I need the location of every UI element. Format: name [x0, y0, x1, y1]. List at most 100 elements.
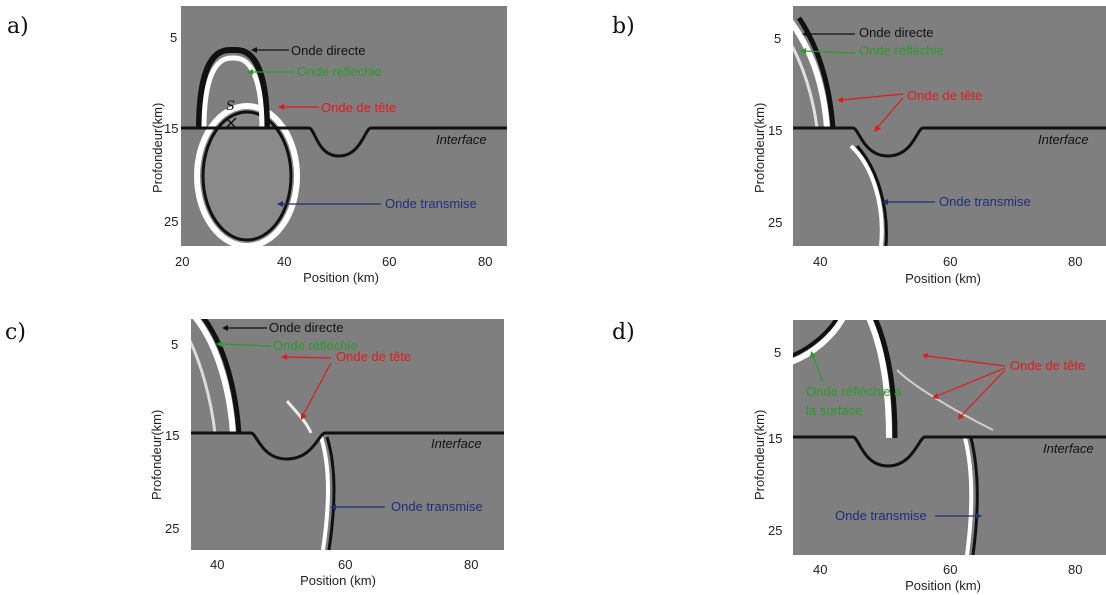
arrowhead-transmise-d [976, 513, 982, 519]
wavefield-plot-d: Onde réfléchie à la surface Onde de tête… [793, 320, 1106, 555]
label-interface-a: Interface [436, 132, 487, 147]
transmitted-wavefront-d [963, 437, 974, 555]
label-onde-reflechie-surface-line2-d: la surface [806, 403, 863, 418]
transmitted-wavefront-b [849, 144, 884, 246]
y-axis-label-a: Profondeur(km) [150, 102, 165, 193]
arrowhead-reflechie-c [216, 341, 222, 347]
arrowhead-tete-c-1 [281, 354, 287, 360]
x-axis-label-d: Position (km) [905, 578, 981, 593]
panel-letter-d: d) [612, 320, 635, 345]
arrowhead-directe-a [251, 47, 257, 53]
arrowhead-reflechie-d [810, 351, 816, 358]
x-tick-a-60: 60 [382, 254, 397, 269]
y-tick-a-25: 25 [164, 214, 179, 229]
arrow-reflechie-c [220, 343, 272, 347]
x-tick-c-40: 40 [210, 557, 225, 572]
direct-wavefront-a [196, 46, 270, 130]
y-tick-d-25: 25 [768, 523, 783, 538]
x-tick-b-80: 80 [1068, 254, 1083, 269]
label-source-a: S [226, 99, 235, 114]
transmitted-wavefront-b-dark [855, 144, 888, 246]
source-mark [225, 117, 237, 129]
interface-line-b [793, 126, 1106, 158]
y-tick-d-15: 15 [768, 431, 783, 446]
x-tick-c-60: 60 [338, 557, 353, 572]
arrowhead-reflechie-a [247, 69, 253, 75]
y-tick-a-15: 15 [164, 121, 179, 136]
direct-wavefront-d-dark [873, 320, 898, 439]
x-tick-b-40: 40 [813, 254, 828, 269]
label-onde-reflechie-c: Onde réfléchie [273, 338, 358, 353]
wavefield-plot-a: Onde directe Onde réfléchie Onde de tête… [181, 6, 507, 246]
x-tick-c-80: 80 [464, 557, 479, 572]
label-onde-directe-b: Onde directe [859, 25, 934, 40]
direct-wavefront-b-dark [796, 16, 836, 129]
wavefield-svg-a [181, 46, 507, 246]
reflected-surface-wavefront-d [793, 320, 846, 365]
x-tick-a-40: 40 [277, 254, 292, 269]
label-onde-reflechie-b: Onde réfléchie [859, 43, 944, 58]
arrowhead-tete-b-1 [837, 97, 843, 103]
interface-line-d [793, 435, 1106, 468]
y-tick-b-25: 25 [768, 215, 783, 230]
arrowhead-tete-c-2 [301, 413, 307, 420]
wavefield-plot-b: Onde directe Onde réfléchie Onde de tête… [793, 6, 1106, 246]
transmitted-wavefront-d-dark [969, 437, 979, 555]
label-onde-transmise-a: Onde transmise [385, 196, 477, 211]
arrowhead-directe-b [802, 31, 808, 37]
arrowhead-tete-d-2 [932, 393, 939, 399]
y-tick-b-15: 15 [768, 123, 783, 138]
direct-wavefront-c-dark [201, 319, 242, 434]
y-tick-b-5: 5 [774, 31, 782, 46]
wavefield-svg-b [793, 16, 1106, 246]
label-onde-tete-b: Onde de tête [907, 88, 983, 103]
panel-letter-a: a) [7, 14, 29, 39]
reflected-wavefront-c [191, 339, 217, 434]
arrowhead-tete-d-3 [958, 413, 964, 420]
arrow-tete-b-1 [840, 93, 904, 101]
x-tick-a-80: 80 [478, 254, 493, 269]
label-interface-b: Interface [1038, 132, 1089, 147]
y-axis-label-b: Profondeur(km) [752, 102, 767, 193]
transmitted-wavefront-a-dark [201, 110, 293, 242]
x-tick-a-20: 20 [175, 254, 190, 269]
reflected-wavefront-a [201, 55, 265, 130]
x-axis-label-c: Position (km) [300, 573, 376, 588]
transmitted-wavefront-c [319, 436, 330, 550]
panel-letter-b: b) [612, 14, 635, 39]
label-onde-tete-d: Onde de tête [1010, 358, 1086, 373]
arrow-tete-d-3 [960, 369, 1006, 417]
arrowhead-transmise-c [330, 504, 336, 510]
arrowhead-directe-c [222, 325, 228, 331]
wavefield-svg-c [191, 319, 504, 550]
x-tick-d-60: 60 [943, 562, 958, 577]
x-axis-label-a: Position (km) [303, 270, 379, 285]
label-onde-transmise-d: Onde transmise [835, 508, 927, 523]
label-onde-transmise-b: Onde transmise [939, 194, 1031, 209]
interface-line-c [191, 431, 504, 461]
arrow-tete-c-2 [302, 362, 332, 416]
direct-wavefront-d [866, 320, 892, 439]
x-tick-b-60: 60 [943, 254, 958, 269]
wavefield-plot-c: Onde directe Onde réfléchie Onde de tête… [191, 319, 504, 550]
arrow-tete-c-1 [285, 356, 332, 359]
y-tick-d-5: 5 [774, 345, 782, 360]
arrowhead-tete-b-2 [874, 125, 881, 132]
arrow-reflechie-b [804, 50, 856, 54]
transmitted-wavefront-c-dark [325, 436, 336, 550]
direct-wavefront-c [192, 319, 236, 434]
label-onde-directe-c: Onde directe [269, 320, 344, 335]
x-tick-d-80: 80 [1068, 562, 1083, 577]
label-onde-directe-a: Onde directe [291, 43, 366, 58]
panel-letter-c: c) [5, 320, 26, 345]
y-axis-label-d: Profondeur(km) [752, 409, 767, 500]
y-tick-c-15: 15 [165, 428, 180, 443]
arrowhead-tete-d-1 [922, 353, 928, 359]
direct-wavefront-b [793, 20, 830, 129]
label-onde-tete-c: Onde de tête [336, 349, 412, 364]
wavefield-svg-d [793, 320, 1106, 555]
arrow-reflechie-d [812, 355, 824, 383]
y-tick-c-25: 25 [165, 521, 180, 536]
label-interface-c: Interface [431, 436, 482, 451]
label-onde-reflechie-surface-line1-d: Onde réfléchie à [806, 384, 902, 399]
